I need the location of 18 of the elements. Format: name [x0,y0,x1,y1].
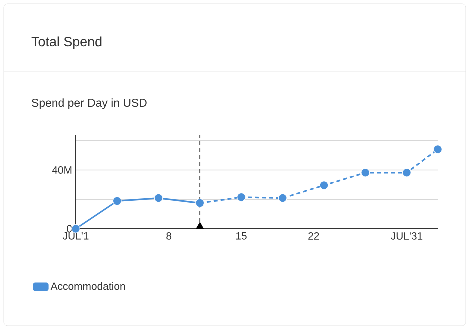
x-tick-label: JUL'1 [62,232,89,240]
point [434,145,442,154]
point [278,194,288,203]
point [237,192,246,202]
x-tick-label: 15 [236,232,247,240]
y-tick-label: 40M [52,166,72,174]
chart-subtitle: Spend per Day in USD [32,98,147,110]
legend-label: Accommodation [50,282,126,290]
x-tick-label: 8 [166,232,172,240]
point [320,181,329,190]
x-tick-label: JUL'31 [391,232,423,240]
point [154,194,164,203]
y-tick-label: 0 [67,225,72,233]
chart-title: Total Spend [32,36,102,50]
x-tick-label: 22 [308,232,320,240]
point [402,168,412,178]
point [112,196,122,206]
point [361,168,370,178]
